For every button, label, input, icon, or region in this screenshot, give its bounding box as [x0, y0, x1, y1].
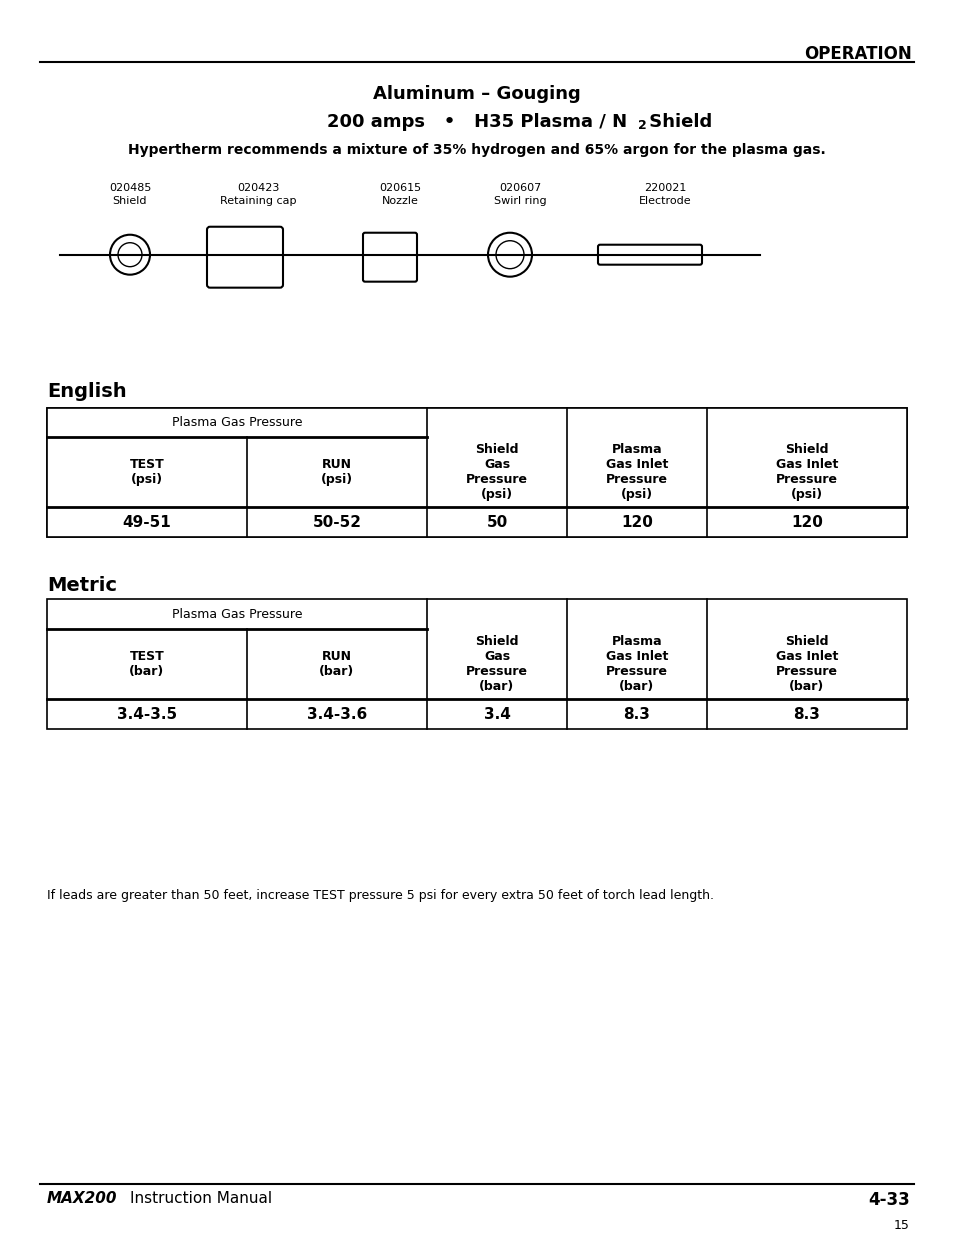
Text: Plasma Gas Pressure: Plasma Gas Pressure [172, 416, 302, 429]
Text: Retaining cap: Retaining cap [219, 196, 296, 206]
Text: 15: 15 [893, 1219, 909, 1231]
Text: Hypertherm recommends a mixture of 35% hydrogen and 65% argon for the plasma gas: Hypertherm recommends a mixture of 35% h… [128, 143, 825, 157]
Text: RUN
(psi): RUN (psi) [320, 458, 353, 487]
Text: TEST
(bar): TEST (bar) [130, 650, 165, 678]
Text: Shield: Shield [112, 196, 147, 206]
Text: Instruction Manual: Instruction Manual [130, 1191, 272, 1205]
Text: Metric: Metric [47, 577, 117, 595]
Text: 4-33: 4-33 [867, 1191, 909, 1209]
Text: Plasma
Gas Inlet
Pressure
(bar): Plasma Gas Inlet Pressure (bar) [605, 635, 667, 693]
Bar [47, 599, 906, 729]
Text: Shield: Shield [642, 112, 712, 131]
Text: Electrode: Electrode [638, 196, 691, 206]
Text: 120: 120 [620, 515, 652, 530]
Text: Plasma Gas Pressure: Plasma Gas Pressure [172, 608, 302, 621]
Text: 3.4: 3.4 [483, 706, 510, 721]
Text: Shield
Gas Inlet
Pressure
(psi): Shield Gas Inlet Pressure (psi) [775, 443, 838, 501]
Text: Shield
Gas
Pressure
(psi): Shield Gas Pressure (psi) [465, 443, 527, 501]
Text: 020607: 020607 [498, 183, 540, 193]
Text: 200 amps   •   H35 Plasma / N: 200 amps • H35 Plasma / N [327, 112, 626, 131]
Text: Shield
Gas Inlet
Pressure
(bar): Shield Gas Inlet Pressure (bar) [775, 635, 838, 693]
Text: 020615: 020615 [378, 183, 420, 193]
Bar [47, 408, 906, 537]
Text: 020423: 020423 [236, 183, 279, 193]
Text: RUN
(bar): RUN (bar) [319, 650, 355, 678]
Text: 49-51: 49-51 [123, 515, 172, 530]
Text: Aluminum – Gouging: Aluminum – Gouging [373, 85, 580, 103]
Text: 020485: 020485 [109, 183, 151, 193]
Text: English: English [47, 382, 127, 400]
Text: Plasma
Gas Inlet
Pressure
(psi): Plasma Gas Inlet Pressure (psi) [605, 443, 667, 501]
Text: 3.4-3.6: 3.4-3.6 [307, 706, 367, 721]
Text: 8.3: 8.3 [623, 706, 650, 721]
Text: 3.4-3.5: 3.4-3.5 [117, 706, 177, 721]
Text: OPERATION: OPERATION [803, 44, 911, 63]
Text: Shield
Gas
Pressure
(bar): Shield Gas Pressure (bar) [465, 635, 527, 693]
Text: Swirl ring: Swirl ring [493, 196, 546, 206]
Text: 50: 50 [486, 515, 507, 530]
Text: MAX200: MAX200 [47, 1191, 117, 1205]
Bar [47, 408, 906, 537]
Text: If leads are greater than 50 feet, increase TEST pressure 5 psi for every extra : If leads are greater than 50 feet, incre… [47, 889, 713, 902]
Text: 2: 2 [638, 119, 646, 132]
Text: TEST
(psi): TEST (psi) [130, 458, 164, 487]
Text: 120: 120 [790, 515, 822, 530]
Text: 8.3: 8.3 [793, 706, 820, 721]
Text: 220021: 220021 [643, 183, 685, 193]
Text: 50-52: 50-52 [313, 515, 361, 530]
Text: Nozzle: Nozzle [381, 196, 418, 206]
